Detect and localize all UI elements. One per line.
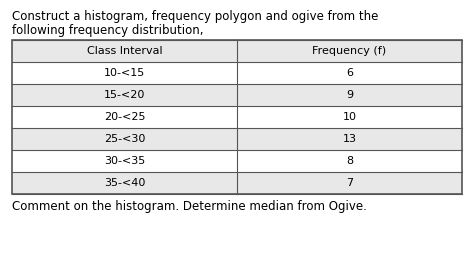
Text: following frequency distribution,: following frequency distribution, [12, 24, 203, 37]
Text: 10-<15: 10-<15 [104, 68, 145, 78]
Text: 13: 13 [343, 134, 356, 144]
Bar [12, 172, 462, 194]
Bar [12, 62, 462, 84]
Text: Comment on the histogram. Determine median from Ogive.: Comment on the histogram. Determine medi… [12, 200, 367, 213]
Text: 7: 7 [346, 178, 353, 188]
Bar [12, 106, 462, 128]
Bar [12, 40, 462, 194]
Text: 8: 8 [346, 156, 353, 166]
Text: 35-<40: 35-<40 [104, 178, 145, 188]
Text: 20-<25: 20-<25 [104, 112, 145, 122]
Text: Frequency (f): Frequency (f) [312, 46, 387, 56]
Text: 9: 9 [346, 90, 353, 100]
Text: Construct a histogram, frequency polygon and ogive from the: Construct a histogram, frequency polygon… [12, 10, 378, 23]
Bar [12, 128, 462, 150]
Bar [12, 150, 462, 172]
Text: Class Interval: Class Interval [87, 46, 162, 56]
Text: 30-<35: 30-<35 [104, 156, 145, 166]
Text: 10: 10 [343, 112, 356, 122]
Bar [12, 84, 462, 106]
Text: 6: 6 [346, 68, 353, 78]
Bar [12, 40, 462, 62]
Text: 25-<30: 25-<30 [104, 134, 145, 144]
Text: 15-<20: 15-<20 [104, 90, 145, 100]
